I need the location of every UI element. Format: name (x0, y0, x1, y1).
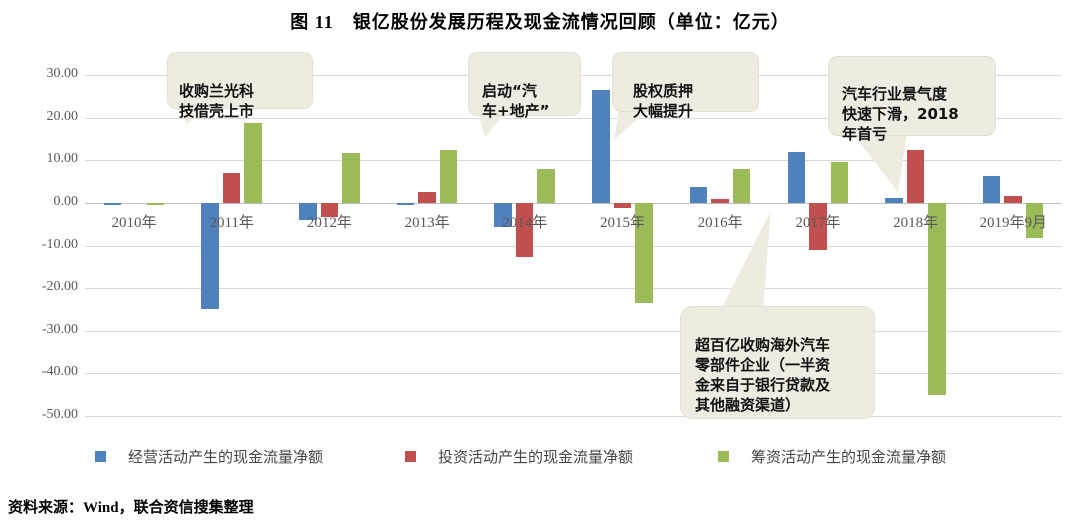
bar-operating-2015年 (592, 89, 610, 203)
y-axis-tick-label: 10.00 (46, 151, 79, 167)
gridline-20 (85, 117, 1062, 119)
bar-investing-2011年 (222, 173, 241, 203)
annotation-text: 收购兰光科 技借壳上市 (179, 82, 255, 120)
bar-operating-2011年 (201, 202, 219, 310)
annotation-2018-first-loss: 汽车行业景气度 快速下滑，2018 年首亏 (828, 56, 996, 143)
y-axis-tick-label: 0.00 (53, 193, 79, 209)
bar-financing-2014年 (537, 169, 555, 203)
gridline-10 (85, 160, 1062, 162)
annotation-text: 启动“汽 车+地产” (482, 82, 550, 120)
bar-investing-2019年9月 (1004, 196, 1022, 203)
gridline--20 (85, 288, 1062, 290)
legend-label: 经营活动产生的现金流量净额 (128, 450, 324, 466)
y-axis-tick-label: -10.00 (41, 236, 78, 252)
bar-operating-2010年 (103, 202, 122, 206)
legend-item-investing: 投资活动产生的现金流量净额 (405, 446, 633, 467)
bar-investing-2018年 (906, 150, 925, 203)
y-axis-tick-label: -30.00 (41, 321, 78, 337)
x-axis-tick-label: 2017年 (795, 214, 841, 231)
bar-operating-2019年9月 (982, 176, 1001, 203)
gridline--40 (85, 373, 1062, 375)
x-axis-tick-label: 2010年 (111, 214, 157, 231)
bar-investing-2016年 (711, 199, 729, 203)
x-axis-tick-label: 2011年 (209, 214, 254, 231)
x-axis-tick-label: 2015年 (599, 214, 645, 231)
annotation-text: 汽车行业景气度 快速下滑，2018 年首亏 (842, 85, 959, 143)
y-axis-tick-label: -40.00 (41, 364, 78, 380)
bar-financing-2018年 (928, 202, 946, 395)
bar-investing-2012年 (320, 202, 338, 218)
chart-title: 图 11 银亿股份发展历程及现金流情况回顾（单位：亿元） (290, 12, 790, 32)
y-axis-tick-label: -50.00 (41, 407, 78, 422)
x-axis-tick-label: 2018年 (893, 214, 939, 231)
gridline--10 (85, 245, 1062, 247)
bar-investing-2015年 (613, 202, 632, 208)
y-axis-tick-label: -20.00 (41, 279, 78, 295)
annotation-share-pledge: 股权质押 大幅提升 (612, 52, 759, 120)
investing-swatch-icon (405, 451, 416, 462)
gridline--50 (85, 416, 1062, 417)
source-note: 资料来源：Wind，联合资信搜集整理 (8, 500, 254, 516)
bar-investing-2017年 (809, 202, 827, 251)
bar-financing-2013年 (439, 150, 458, 203)
bar-operating-2012年 (299, 202, 317, 220)
bar-operating-2014年 (494, 202, 512, 227)
x-axis-tick-label: 2012年 (306, 214, 352, 231)
bar-investing-2013年 (418, 192, 436, 203)
legend-label: 投资活动产生的现金流量净额 (438, 450, 634, 466)
x-axis-tick-label: 2016年 (697, 214, 743, 231)
bar-financing-2017年 (830, 162, 848, 203)
bar-operating-2016年 (689, 186, 708, 203)
annotation-auto-plus-realestate: 启动“汽 车+地产” (468, 52, 581, 120)
bar-operating-2013年 (396, 202, 415, 205)
legend-label: 筹资活动产生的现金流量净额 (751, 450, 947, 466)
annotation-text: 超百亿收购海外汽车 零部件企业（一半资 金来自于银行贷款及 其他融资渠道） (695, 336, 831, 414)
bar-financing-2011年 (244, 122, 262, 203)
gridline-0 (85, 202, 1062, 204)
gridline--30 (85, 330, 1062, 332)
legend-item-financing: 筹资活动产生的现金流量净额 (718, 446, 946, 467)
annotation-text: 股权质押 大幅提升 (633, 82, 694, 120)
chart-legend: 经营活动产生的现金流量净额 投资活动产生的现金流量净额 筹资活动产生的现金流量净… (0, 446, 1080, 468)
bar-investing-2014年 (515, 202, 534, 257)
bar-financing-2012年 (342, 152, 360, 203)
annotation-reverse-merger: 收购兰光科 技借壳上市 (167, 52, 313, 120)
bar-financing-2016年 (732, 168, 751, 203)
bar-operating-2017年 (787, 152, 805, 203)
bar-financing-2010年 (146, 202, 165, 205)
financing-swatch-icon (718, 451, 729, 462)
annotation-overseas-acquisition: 超百亿收购海外汽车 零部件企业（一半资 金来自于银行贷款及 其他融资渠道） (680, 306, 875, 419)
bar-financing-2019年9月 (1025, 202, 1044, 239)
operating-swatch-icon (95, 451, 106, 462)
bar-financing-2015年 (635, 202, 653, 304)
x-axis-tick-label: 2013年 (404, 214, 450, 231)
x-axis-tick-label: 2019年9月 (979, 214, 1048, 231)
y-axis-tick-label: 20.00 (46, 108, 79, 124)
y-axis-tick-label: 30.00 (46, 66, 79, 81)
bar-operating-2018年 (885, 198, 903, 203)
legend-item-operating: 经营活动产生的现金流量净额 (95, 446, 323, 467)
x-axis-tick-label: 2014年 (502, 214, 548, 231)
